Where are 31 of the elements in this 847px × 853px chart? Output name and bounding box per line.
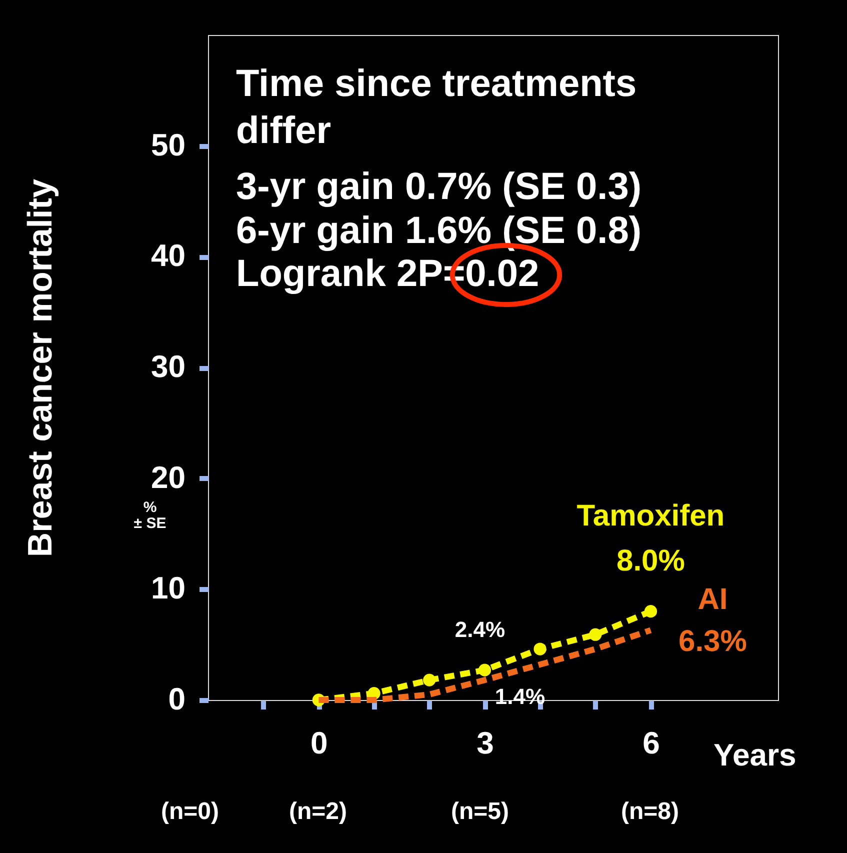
y-axis-title: Breast cancer mortality — [22, 178, 60, 557]
y-tick-label: 50 — [151, 127, 186, 162]
annotation: differ — [236, 110, 332, 152]
y-tick-label: 30 — [151, 349, 186, 384]
text: (n=2) — [288, 798, 348, 825]
data-label: 6.3% — [678, 625, 747, 658]
x-tick-label: 6 — [642, 726, 660, 760]
x-tick-label: 0 — [310, 726, 328, 760]
text: (n=5) — [450, 798, 510, 825]
y-tick-label: 10 — [151, 570, 186, 606]
point — [423, 674, 436, 686]
annotation: 6-yr gain 1.6% (SE 0.8) — [236, 210, 642, 252]
text: (n=0) — [160, 798, 220, 825]
point — [589, 628, 602, 641]
annotation: Time since treatments — [236, 63, 637, 105]
series-label: AI — [698, 583, 728, 616]
point — [644, 605, 658, 618]
annotation: 3-yr gain 0.7% (SE 0.3) — [236, 166, 642, 208]
y-tick-label: 0 — [168, 682, 186, 716]
data-label: 8.0% — [616, 544, 685, 578]
annotation: 2.4% — [454, 617, 506, 642]
text: (n=8) — [620, 798, 680, 825]
point — [534, 642, 546, 656]
text: % — [143, 499, 157, 516]
text: Tamoxifen — [576, 499, 725, 532]
text: ± SE — [134, 515, 166, 532]
point — [478, 664, 492, 676]
y-tick-label: 40 — [151, 238, 186, 274]
x-tick-label: 3 — [476, 726, 494, 760]
x-axis-title: Years — [714, 738, 796, 772]
y-tick-label: 20 — [151, 460, 186, 495]
